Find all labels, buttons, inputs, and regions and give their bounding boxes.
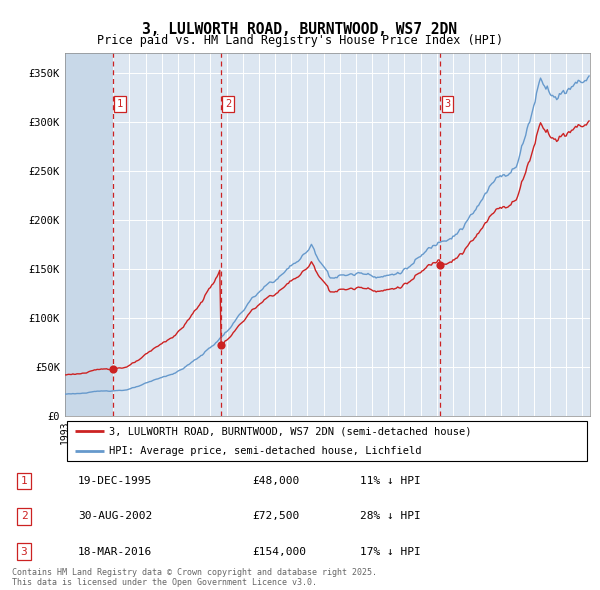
- Text: 2: 2: [20, 512, 28, 521]
- Text: 3: 3: [444, 99, 451, 109]
- Text: HPI: Average price, semi-detached house, Lichfield: HPI: Average price, semi-detached house,…: [109, 446, 422, 455]
- Point: [216, 340, 226, 349]
- Text: £72,500: £72,500: [252, 512, 299, 521]
- Text: 3: 3: [20, 547, 28, 556]
- Bar: [65, 53, 113, 416]
- Text: 30-AUG-2002: 30-AUG-2002: [78, 512, 152, 521]
- Text: £48,000: £48,000: [252, 476, 299, 486]
- Text: 1: 1: [117, 99, 123, 109]
- Point: [436, 260, 445, 270]
- Text: 17% ↓ HPI: 17% ↓ HPI: [360, 547, 421, 556]
- Text: 18-MAR-2016: 18-MAR-2016: [78, 547, 152, 556]
- Text: Price paid vs. HM Land Registry's House Price Index (HPI): Price paid vs. HM Land Registry's House …: [97, 34, 503, 47]
- Text: Contains HM Land Registry data © Crown copyright and database right 2025.
This d: Contains HM Land Registry data © Crown c…: [12, 568, 377, 587]
- Text: 1: 1: [20, 476, 28, 486]
- Text: 28% ↓ HPI: 28% ↓ HPI: [360, 512, 421, 521]
- Text: 11% ↓ HPI: 11% ↓ HPI: [360, 476, 421, 486]
- Text: 3, LULWORTH ROAD, BURNTWOOD, WS7 2DN: 3, LULWORTH ROAD, BURNTWOOD, WS7 2DN: [143, 22, 458, 37]
- Text: 19-DEC-1995: 19-DEC-1995: [78, 476, 152, 486]
- Text: £154,000: £154,000: [252, 547, 306, 556]
- Text: 2: 2: [225, 99, 232, 109]
- Text: 3, LULWORTH ROAD, BURNTWOOD, WS7 2DN (semi-detached house): 3, LULWORTH ROAD, BURNTWOOD, WS7 2DN (se…: [109, 427, 472, 436]
- FancyBboxPatch shape: [67, 421, 587, 461]
- Point: [108, 364, 118, 373]
